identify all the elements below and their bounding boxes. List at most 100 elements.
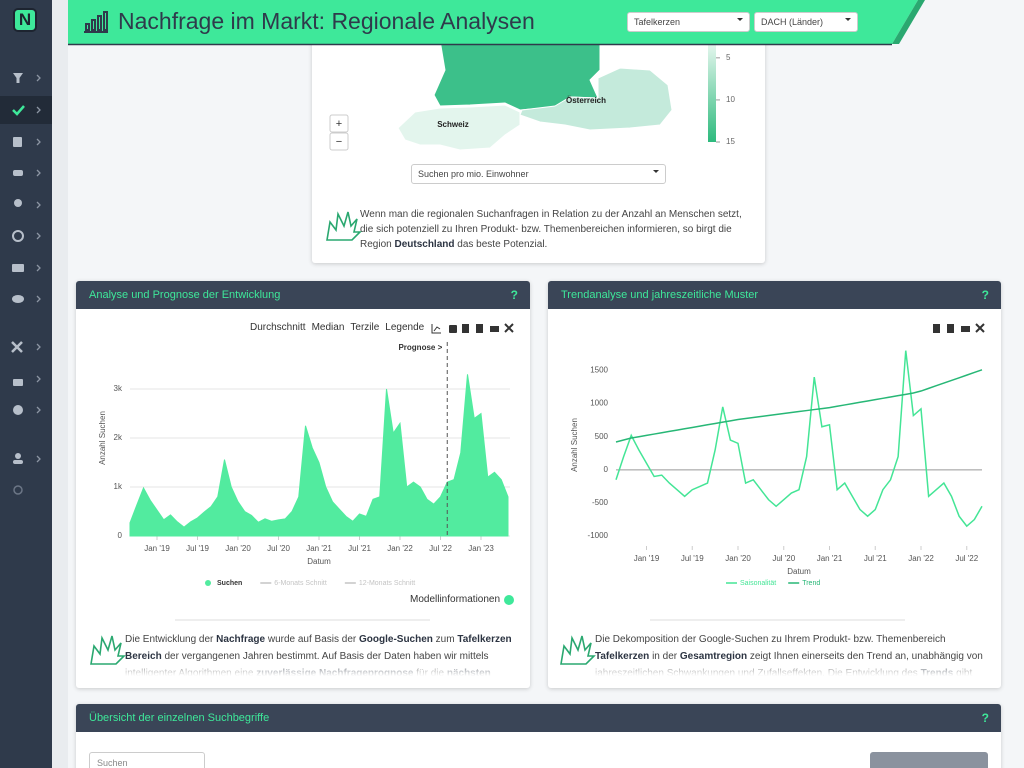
help-button[interactable]: ? — [510, 288, 518, 302]
x-tick-label: Jan '20 — [725, 554, 751, 563]
nav-icons — [11, 73, 41, 495]
x-tick-label: Jan '22 — [908, 554, 934, 563]
legend-tick-label: 10 — [726, 95, 735, 104]
region-austria[interactable] — [519, 67, 673, 131]
text-segment: Tafelkerzen Bereich — [125, 634, 512, 662]
nav-bulb[interactable] — [14, 199, 22, 207]
y-tick-label: -500 — [592, 498, 609, 507]
help-button[interactable]: ? — [981, 711, 989, 725]
icon[interactable] — [947, 324, 954, 333]
icon[interactable] — [975, 323, 985, 333]
nav-eye[interactable] — [12, 295, 24, 303]
y-tick-label: 0 — [118, 531, 123, 540]
region-label: Schweiz — [437, 120, 469, 129]
icon[interactable] — [504, 323, 514, 333]
legend-label[interactable]: Suchen — [217, 580, 242, 587]
search-input[interactable]: Suchen — [89, 752, 205, 768]
text-segment: in der — [649, 651, 680, 662]
icon[interactable] — [449, 325, 457, 333]
active-nav-row — [0, 96, 52, 124]
logo[interactable]: N — [13, 8, 37, 32]
legend-label[interactable]: Trend — [802, 580, 820, 587]
x-tick-label: Jul '20 — [267, 544, 290, 553]
chevron — [36, 106, 41, 114]
legend-label[interactable]: 12-Monats Schnitt — [359, 580, 415, 587]
legend-label[interactable]: 6-Monats Schnitt — [274, 580, 327, 587]
panel-header: Übersicht der einzelnen Suchbegriffe? — [76, 704, 1001, 732]
table-toolbar[interactable] — [870, 752, 988, 768]
x-tick-label: Jul '19 — [681, 554, 704, 563]
metric-select[interactable]: Suchen pro mio. Einwohner — [411, 164, 666, 184]
x-tick-label: Jan '22 — [387, 544, 413, 553]
legend-label[interactable]: Saisonalität — [740, 580, 776, 587]
text-segment: das beste Potenzial. — [454, 239, 548, 250]
chevron — [36, 375, 41, 383]
region-select[interactable]: DACH (Länder) — [754, 12, 858, 32]
zoom-in-button[interactable] — [329, 114, 349, 133]
product-select[interactable]: Tafelkerzen — [627, 12, 750, 32]
toolbar-button[interactable]: Median — [311, 322, 345, 333]
y-tick-label: 3k — [114, 384, 123, 393]
x-tick-label: Jan '20 — [225, 544, 251, 553]
y-tick-label: 1000 — [590, 399, 608, 408]
nav-calculator[interactable] — [13, 137, 22, 147]
y-tick-label: -1000 — [588, 531, 609, 540]
nav-play[interactable] — [13, 405, 23, 415]
x-axis-label: Datum — [787, 567, 811, 576]
toolbar-button[interactable]: Durchschnitt — [250, 322, 306, 333]
page-title: Nachfrage im Markt: Regionale Analysen — [118, 8, 535, 34]
info-icon[interactable] — [504, 595, 514, 605]
y-tick-label: 500 — [595, 432, 609, 441]
toolbar-button[interactable]: Legende — [385, 322, 425, 333]
panel-description: Die Entwicklung der Nachfrage wurde auf … — [125, 631, 520, 676]
model-info-link[interactable]: Modellinformationen — [410, 594, 501, 605]
forecast-label: Prognose > — [398, 343, 442, 352]
toolbar-button[interactable]: Terzile — [350, 322, 380, 333]
text-segment: wurde auf Basis der — [265, 634, 359, 645]
text-segment: Die Entwicklung der — [125, 634, 217, 645]
text-segment: der vergangenen Jahren bestimmt. Auf Bas… — [125, 651, 489, 676]
x-tick-label: Jan '23 — [468, 544, 494, 553]
text-segment: gibt Ihne — [956, 668, 973, 676]
header-bar — [68, 0, 918, 44]
x-tick-label: Jul '22 — [955, 554, 978, 563]
panel-header: Trendanalyse und jahreszeitliche Muster? — [548, 281, 1001, 309]
chevron — [36, 138, 41, 146]
legend-marker — [205, 580, 211, 586]
chevron — [36, 295, 41, 303]
nav-card[interactable] — [12, 264, 24, 272]
nav-filter[interactable] — [13, 73, 23, 83]
x-tick-label: Jan '19 — [634, 554, 660, 563]
nav-check[interactable] — [12, 105, 25, 116]
icon[interactable] — [490, 326, 499, 332]
region-label: Österreich — [566, 96, 606, 105]
y-axis-label: Anzahl Suchen — [570, 418, 579, 472]
nav-power[interactable] — [13, 485, 23, 495]
nav-lock[interactable] — [13, 379, 23, 386]
chevron — [36, 406, 41, 414]
icon[interactable] — [462, 324, 469, 333]
icon[interactable] — [961, 326, 970, 332]
y-tick-label: 0 — [604, 465, 609, 474]
chart-toolbar: Durchschnitt Median Terzile Legende — [250, 322, 424, 333]
icon[interactable] — [431, 324, 441, 334]
region-switzerland[interactable] — [397, 104, 521, 151]
nav-target[interactable] — [12, 230, 24, 242]
help-button[interactable]: ? — [981, 288, 989, 302]
text-segment: zeigt Ihnen einerseits den Trend an, una… — [595, 651, 983, 676]
x-axis-label: Datum — [307, 557, 331, 566]
nav-tools[interactable] — [13, 170, 23, 176]
x-tick-label: Jul '19 — [186, 544, 209, 553]
panel-title: Analyse und Prognose der Entwicklung — [89, 289, 281, 301]
map: Österreich Schweiz + − 5 10 15 — [329, 39, 735, 151]
icon[interactable] — [476, 324, 483, 333]
text-segment: für die — [413, 668, 447, 676]
x-tick-label: Jan '19 — [144, 544, 170, 553]
nav-user[interactable] — [15, 453, 21, 459]
icon[interactable] — [933, 324, 940, 333]
zoom-out-button[interactable] — [329, 132, 349, 151]
nav-settings[interactable] — [11, 341, 23, 353]
header-edge — [892, 0, 925, 44]
nav-user-body — [13, 460, 23, 464]
